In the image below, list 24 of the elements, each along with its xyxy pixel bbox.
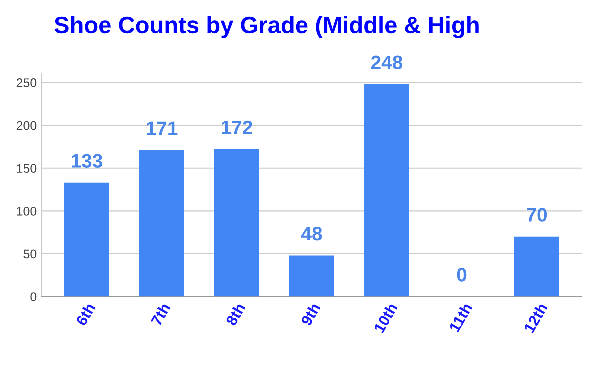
bar [364, 84, 410, 297]
y-tick-label: 150 [17, 164, 37, 174]
bar [514, 236, 560, 297]
chart-title: Shoe Counts by Grade (Middle & High [54, 16, 479, 38]
bar [290, 256, 334, 297]
data-label: 0 [457, 268, 467, 282]
bar [140, 150, 184, 297]
data-label: 172 [222, 120, 252, 134]
x-tick-label: 9th [300, 302, 321, 327]
y-tick-label: 200 [16, 121, 37, 130]
bar [64, 182, 110, 297]
x-tick-label: 7th [150, 302, 171, 327]
data-label: 171 [147, 122, 178, 136]
x-tick-label: 6th [75, 302, 96, 327]
y-tick-label: 100 [17, 206, 37, 216]
x-tick-label: 8th [225, 302, 246, 327]
y-tick-label: 50 [24, 250, 37, 259]
y-tick-label: 250 [16, 78, 37, 88]
data-label: 133 [72, 154, 103, 168]
y-tick-label: 0 [30, 292, 37, 302]
data-label: 48 [301, 226, 322, 241]
bar [214, 150, 260, 297]
data-label: 70 [527, 208, 548, 222]
data-label: 248 [371, 56, 403, 70]
